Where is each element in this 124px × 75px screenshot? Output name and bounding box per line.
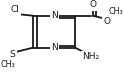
Text: Cl: Cl — [11, 5, 19, 14]
Text: O: O — [90, 0, 97, 9]
Text: CH₃: CH₃ — [109, 7, 124, 16]
Text: NH₂: NH₂ — [82, 52, 99, 61]
Text: N: N — [51, 11, 58, 20]
Text: S: S — [10, 50, 16, 59]
Text: CH₃: CH₃ — [1, 60, 16, 69]
Text: N: N — [51, 43, 58, 52]
Text: O: O — [104, 17, 110, 26]
